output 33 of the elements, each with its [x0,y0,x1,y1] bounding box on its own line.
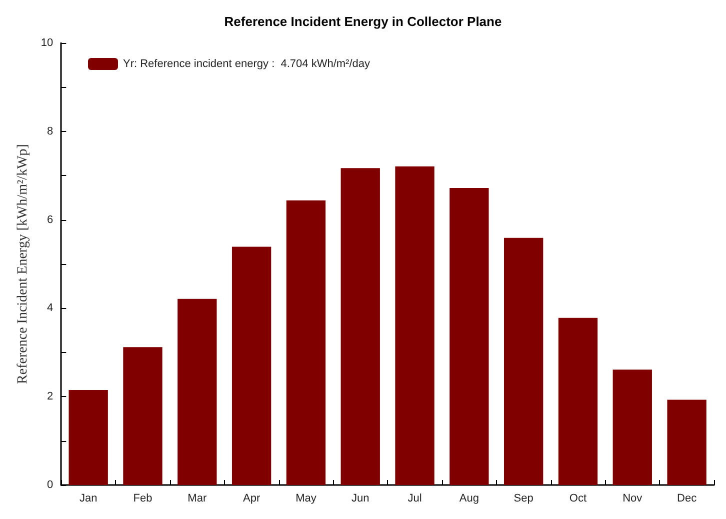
y-tick-label: 6 [47,214,54,226]
bar [395,166,434,485]
y-axis-title: Reference Incident Energy [kWh/m²/kWp] [16,144,30,384]
bar [558,318,598,485]
x-tick-label: Aug [459,492,479,504]
y-tick-label: 4 [47,302,54,314]
legend-label: Yr: Reference incident energy : 4.704 kWh/m²/day [123,58,371,70]
x-tick-label: Feb [133,492,152,504]
chart-title: Reference Incident Energy in Collector Plane [224,14,502,29]
bar [450,188,489,485]
bar [667,400,706,485]
x-tick-label: Sep [514,492,534,504]
bar [68,390,108,485]
y-tick-label: 8 [47,125,54,138]
bar [178,298,217,485]
x-tick-label: May [296,492,317,504]
bar [123,347,162,485]
x-tick-label: Jul [408,492,422,504]
x-tick-label: Apr [242,492,260,504]
x-tick-label: Mar [188,492,207,504]
bar [286,200,326,485]
bar [340,168,380,485]
bar [504,238,544,485]
bar [612,370,652,485]
y-tick-label: 10 [40,37,54,49]
x-tick-label: Dec [677,492,698,504]
bar [232,246,272,485]
y-tick-label: 2 [47,390,54,403]
x-tick-label: Oct [569,492,587,504]
x-tick-label: Jan [79,492,98,504]
x-tick-label: Nov [622,492,643,504]
x-tick-label: Jun [351,492,370,504]
y-tick-label: 0 [47,479,54,491]
